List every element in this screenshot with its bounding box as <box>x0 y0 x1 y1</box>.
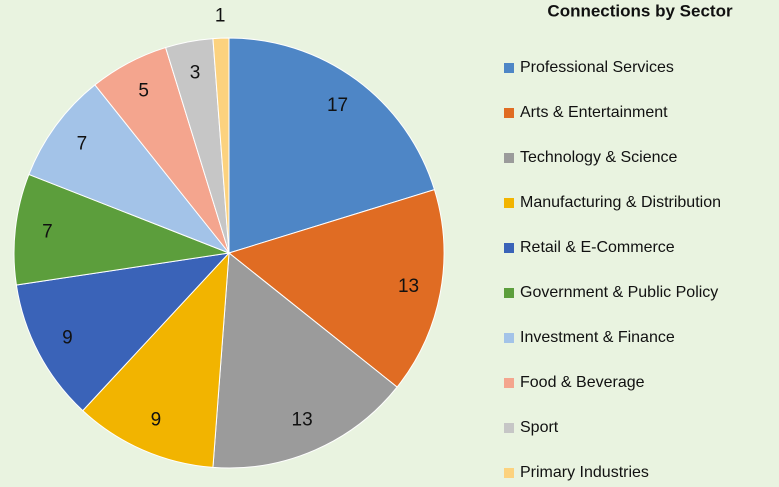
legend-swatch <box>504 378 514 388</box>
pie-slice <box>82 251 230 468</box>
legend-label: Investment & Finance <box>520 329 675 346</box>
data-label: 9 <box>151 410 162 431</box>
data-label: 7 <box>77 133 88 154</box>
data-label: 7 <box>42 222 53 243</box>
legend-label: Manufacturing & Distribution <box>520 194 721 211</box>
legend-swatch <box>504 63 514 73</box>
legend-label: Government & Public Policy <box>520 284 718 301</box>
pie-slice <box>212 37 230 254</box>
chart-title: Connections by Sector <box>547 1 733 20</box>
legend-swatch <box>504 243 514 253</box>
legend-label: Primary Industries <box>520 464 649 481</box>
legend-swatch <box>504 333 514 343</box>
pie-slice <box>28 84 231 255</box>
legend-swatch <box>504 288 514 298</box>
legend-label: Professional Services <box>520 59 674 76</box>
data-label: 13 <box>398 276 419 297</box>
legend-label: Sport <box>520 419 559 436</box>
pie-slice <box>15 252 231 412</box>
data-label: 1 <box>215 6 226 27</box>
legend-swatch <box>504 198 514 208</box>
legend-swatch <box>504 153 514 163</box>
legend-swatch <box>504 423 514 433</box>
data-label: 17 <box>327 95 348 116</box>
legend-swatch <box>504 468 514 478</box>
legend-label: Technology & Science <box>520 149 678 166</box>
legend-label: Retail & E-Commerce <box>520 239 675 256</box>
legend-label: Arts & Entertainment <box>520 104 668 121</box>
pie-slice <box>13 173 231 286</box>
legend-label: Food & Beverage <box>520 374 645 391</box>
pie-slice <box>227 189 445 388</box>
data-label: 13 <box>292 410 313 431</box>
data-label: 5 <box>138 80 149 101</box>
data-label: 9 <box>62 327 73 348</box>
legend-swatch <box>504 108 514 118</box>
pie-slice <box>212 252 398 469</box>
data-label: 3 <box>190 62 201 83</box>
pie-slice <box>228 37 436 254</box>
